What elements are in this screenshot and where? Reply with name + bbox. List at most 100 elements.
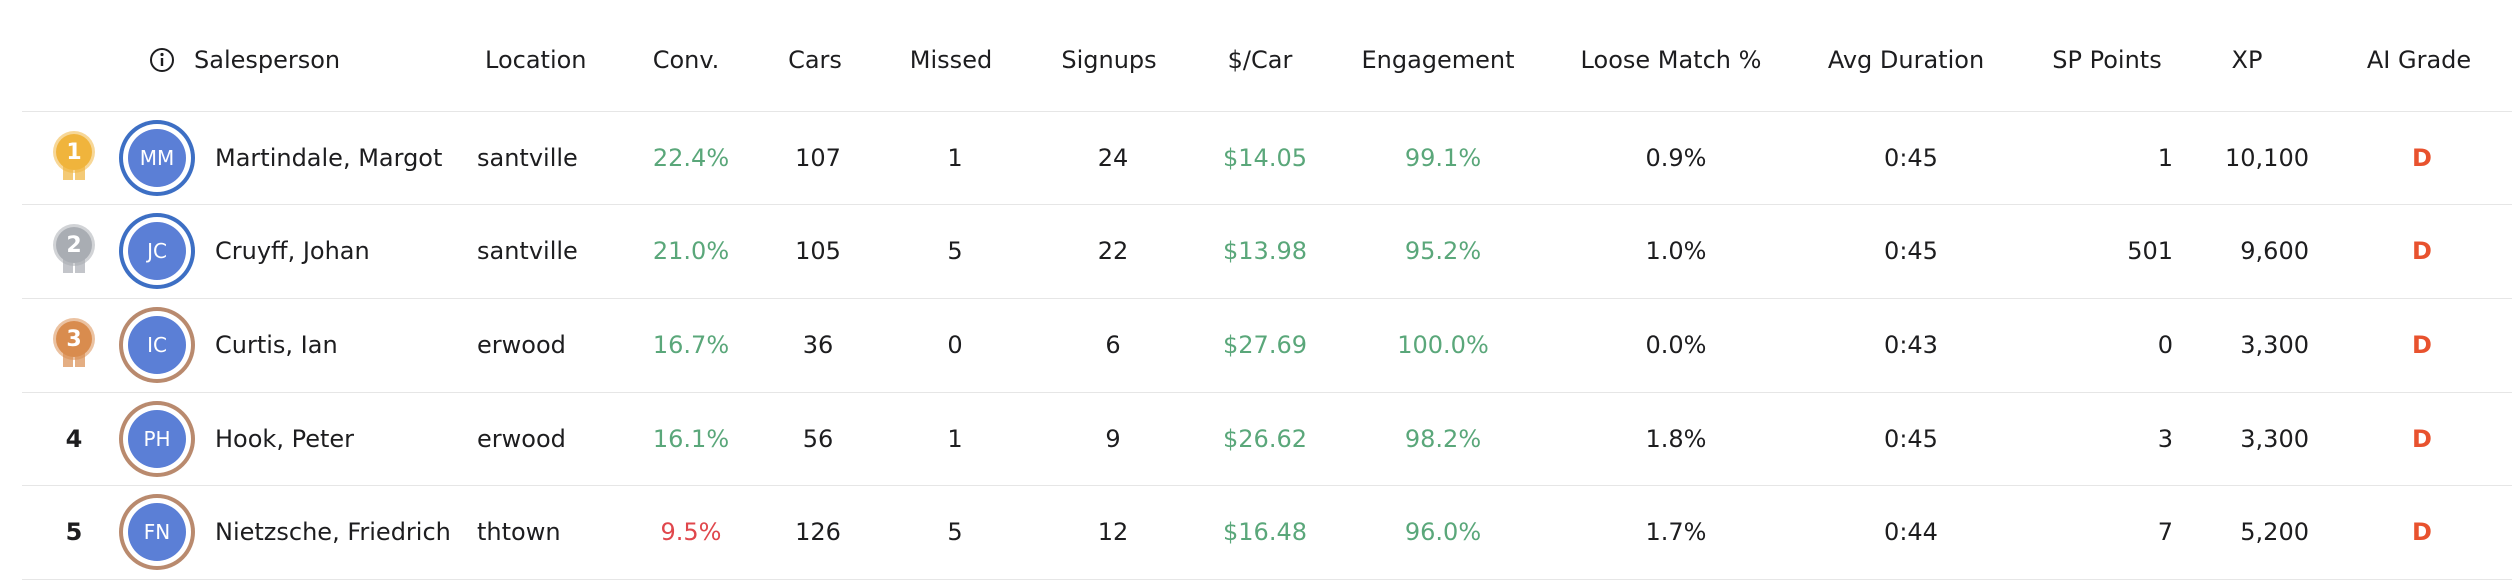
location: santville — [477, 237, 578, 265]
row-divider — [22, 485, 2512, 486]
column-header[interactable]: SP Points — [2052, 46, 2162, 74]
salesperson-name[interactable]: Nietzsche, Friedrich — [215, 518, 451, 546]
location: erwood — [477, 425, 566, 453]
signups: 22 — [1097, 237, 1129, 265]
dollars-per-car: $16.48 — [1223, 518, 1307, 546]
row-divider — [22, 204, 2512, 205]
signups: 6 — [1105, 331, 1121, 359]
medal-ribbon — [63, 257, 73, 273]
column-header[interactable]: Cars — [788, 46, 842, 74]
column-header[interactable]: Conv. — [652, 46, 720, 74]
medal-ribbon — [75, 164, 85, 180]
missed: 1 — [947, 144, 963, 172]
dollars-per-car: $13.98 — [1223, 237, 1307, 265]
conversion: 16.1% — [652, 425, 730, 453]
missed: 1 — [947, 425, 963, 453]
missed: 0 — [947, 331, 963, 359]
column-header[interactable]: Engagement — [1361, 46, 1515, 74]
sp-points: 3 — [2157, 425, 2173, 453]
avg-duration: 0:45 — [1884, 144, 1938, 172]
loose-match: 0.9% — [1645, 144, 1707, 172]
avatar[interactable]: MM — [128, 129, 186, 187]
engagement: 96.0% — [1404, 518, 1482, 546]
avatar[interactable]: IC — [128, 316, 186, 374]
conversion: 16.7% — [652, 331, 730, 359]
avatar[interactable]: PH — [128, 410, 186, 468]
salesperson-name[interactable]: Martindale, Margot — [215, 144, 443, 172]
avatar[interactable]: JC — [128, 222, 186, 280]
cars: 56 — [802, 425, 834, 453]
info-icon[interactable] — [149, 47, 175, 73]
signups: 12 — [1097, 518, 1129, 546]
location: thtown — [477, 518, 561, 546]
avg-duration: 0:44 — [1884, 518, 1938, 546]
missed: 5 — [947, 518, 963, 546]
cars: 36 — [802, 331, 834, 359]
column-header[interactable]: Loose Match % — [1580, 46, 1762, 74]
row-divider — [22, 579, 2512, 580]
medal-ribbon — [75, 351, 85, 367]
dollars-per-car: $14.05 — [1223, 144, 1307, 172]
location: erwood — [477, 331, 566, 359]
location: santville — [477, 144, 578, 172]
sp-points: 1 — [2157, 144, 2173, 172]
salesperson-name[interactable]: Curtis, Ian — [215, 331, 338, 359]
loose-match: 1.7% — [1645, 518, 1707, 546]
conversion: 9.5% — [660, 518, 722, 546]
rank: 5 — [65, 518, 83, 546]
xp: 3,300 — [2240, 331, 2309, 359]
column-header[interactable]: Avg Duration — [1827, 46, 1985, 74]
signups: 24 — [1097, 144, 1129, 172]
sp-points: 0 — [2157, 331, 2173, 359]
column-header[interactable]: Signups — [1061, 46, 1157, 74]
xp: 10,100 — [2225, 144, 2309, 172]
column-header[interactable]: Missed — [909, 46, 993, 74]
loose-match: 1.0% — [1645, 237, 1707, 265]
ai-grade: D — [2412, 518, 2432, 546]
engagement: 100.0% — [1397, 331, 1489, 359]
ai-grade: D — [2412, 237, 2432, 265]
xp: 3,300 — [2240, 425, 2309, 453]
column-header[interactable]: Location — [485, 46, 587, 74]
rank-medal: 2 — [56, 227, 92, 263]
cars: 105 — [795, 237, 841, 265]
conversion: 21.0% — [652, 237, 730, 265]
column-header[interactable]: AI Grade — [2366, 46, 2472, 74]
xp: 9,600 — [2240, 237, 2309, 265]
loose-match: 0.0% — [1645, 331, 1707, 359]
row-divider — [22, 111, 2512, 112]
conversion: 22.4% — [652, 144, 730, 172]
avg-duration: 0:43 — [1884, 331, 1938, 359]
column-header[interactable]: XP — [2231, 46, 2263, 74]
rank-medal: 3 — [56, 321, 92, 357]
cars: 107 — [795, 144, 841, 172]
engagement: 98.2% — [1404, 425, 1482, 453]
dollars-per-car: $26.62 — [1223, 425, 1307, 453]
medal-ribbon — [63, 164, 73, 180]
row-divider — [22, 392, 2512, 393]
engagement: 95.2% — [1404, 237, 1482, 265]
loose-match: 1.8% — [1645, 425, 1707, 453]
salesperson-name[interactable]: Hook, Peter — [215, 425, 354, 453]
signups: 9 — [1105, 425, 1121, 453]
column-header[interactable]: Salesperson — [194, 46, 341, 74]
row-divider — [22, 298, 2512, 299]
column-header[interactable]: $/Car — [1227, 46, 1293, 74]
avg-duration: 0:45 — [1884, 237, 1938, 265]
rank: 4 — [65, 425, 83, 453]
salesperson-name[interactable]: Cruyff, Johan — [215, 237, 370, 265]
missed: 5 — [947, 237, 963, 265]
dollars-per-car: $27.69 — [1223, 331, 1307, 359]
ai-grade: D — [2412, 144, 2432, 172]
ai-grade: D — [2412, 425, 2432, 453]
medal-ribbon — [63, 351, 73, 367]
engagement: 99.1% — [1404, 144, 1482, 172]
medal-ribbon — [75, 257, 85, 273]
ai-grade: D — [2412, 331, 2432, 359]
xp: 5,200 — [2240, 518, 2309, 546]
avatar[interactable]: FN — [128, 503, 186, 561]
rank-medal: 1 — [56, 134, 92, 170]
sp-points: 7 — [2157, 518, 2173, 546]
avg-duration: 0:45 — [1884, 425, 1938, 453]
